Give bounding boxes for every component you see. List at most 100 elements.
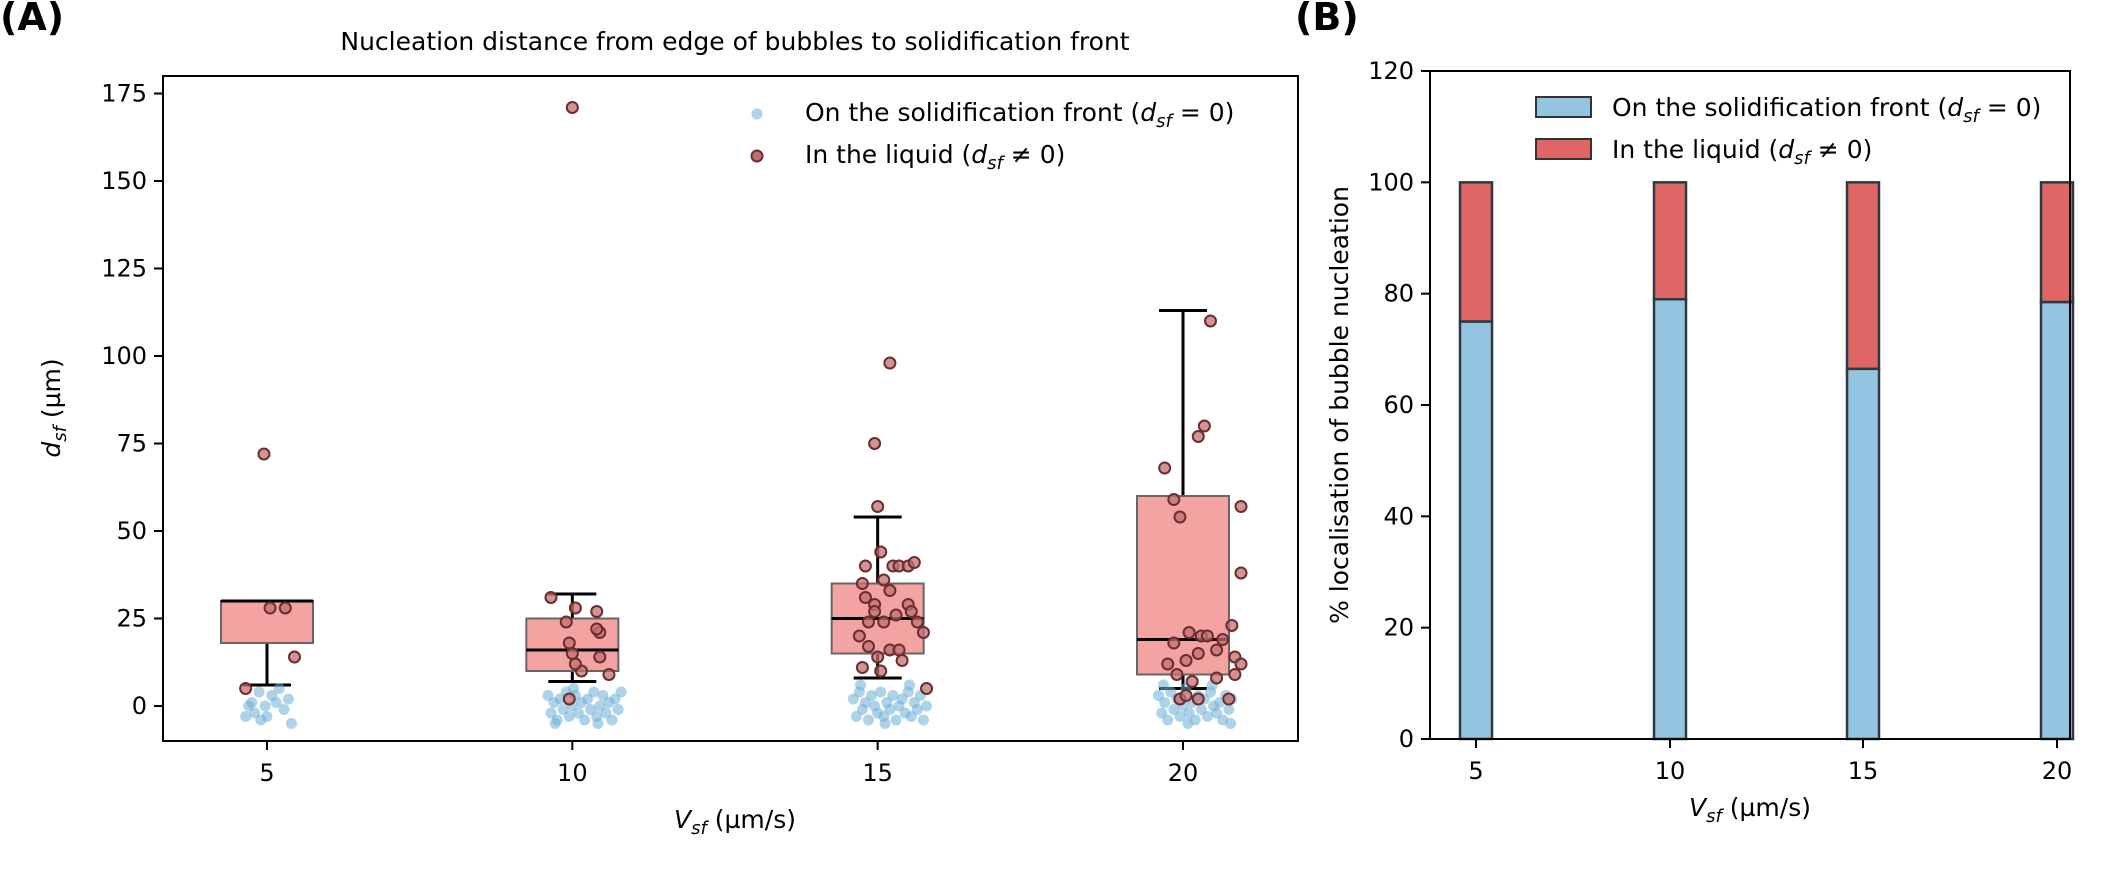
panel-a-point-front [890,714,902,726]
panel-a-point-liquid [562,692,576,706]
panel-b-y-tick-label: 20 [1383,614,1414,642]
panel-a-point-front [270,697,282,708]
panel-a-point-liquid [1203,314,1217,328]
panel-b-bar-front [1845,367,1881,741]
panel-b-bar-liquid [1458,181,1494,323]
panel-b-y-tick-label: 80 [1383,280,1414,308]
panel-a-point-liquid [852,629,866,643]
panel-a-point-liquid [263,601,277,615]
panel-a-point-front [240,711,252,722]
panel-a-point-front [879,718,891,729]
panel-a-point-liquid [868,605,882,618]
panel-a-point-front [261,711,273,722]
panel-a-y-tick-label: 125 [101,255,147,283]
panel-a-point-front [253,686,265,698]
panel-a-point-liquid [287,650,301,664]
panel-a-y-axis-label: dsf (µm) [37,358,71,457]
panel-b-legend-swatch-front [1535,96,1592,118]
panel-a-point-liquid [868,437,882,450]
panel-b-bar-liquid [1845,181,1881,371]
panel-a-point-front [863,714,875,726]
panel-a-point-liquid [910,615,924,629]
panel-a-point-liquid [544,591,558,604]
panel-a-label: (A) [0,0,64,39]
panel-b-bar-front [1458,320,1494,741]
panel-b-y-axis-label: % localisation of bubble nucleation [1325,186,1354,624]
panel-a-point-liquid [907,556,921,569]
panel-b-y-tick-label: 0 [1399,725,1414,753]
panel-a-point-liquid [1234,657,1248,671]
panel-a-point-front [884,704,896,715]
panel-a-chart: (A) Nucleation distance from edge of bub… [0,0,1299,839]
panel-a-point-front [1201,711,1213,722]
panel-a-y-tick-label: 50 [116,517,147,545]
panel-a-point-liquid [1179,689,1193,702]
panel-a-point-liquid [862,615,876,629]
panel-b-chart: (B) 0 20 40 60 80 100 120 5 10 15 20 Vsf (µm/s) %… [1295,0,2075,827]
panel-a-point-front [1159,697,1171,708]
panel-a-point-liquid [590,622,604,636]
panel-a-y-tick-label: 75 [116,430,147,458]
panel-a-point-liquid [1234,566,1248,580]
panel-a-point-front [282,693,294,705]
panel-a-point-front [866,690,878,701]
panel-b-bar-front [2039,300,2075,741]
panel-a-point-front [285,718,297,729]
panel-b-legend-entry-liquid: In the liquid (dsf ≠ 0) [1612,135,1872,169]
panel-a-point-liquid [1228,668,1242,681]
panel-a-point-front [579,714,591,726]
panel-a-point-liquid [1167,493,1181,506]
panel-a-point-liquid [904,605,918,618]
panel-a-point-liquid [1197,419,1211,433]
panel-a-legend: On the solidification front (dsf = 0) In… [750,98,1234,174]
panel-a-point-liquid [1158,461,1172,475]
panel-a-point-front [911,704,923,715]
panel-b-y-tick-label: 60 [1383,391,1414,419]
panel-b-x-tick-label: 15 [1848,757,1879,785]
panel-a-point-liquid [874,664,888,678]
panel-b-bar-liquid [1652,181,1688,301]
panel-a-point-front [612,704,624,715]
panel-a-point-front [887,690,899,701]
panel-a-point-liquid [862,640,876,653]
panel-a-point-front [273,683,285,694]
panel-a-point-liquid [874,545,888,559]
panel-a-point-liquid [892,643,906,657]
panel-b-x-tick-label: 20 [2042,757,2073,785]
panel-a-point-front [615,686,627,698]
panel-a-point-front [903,679,915,691]
panel-a-point-liquid [1222,692,1236,706]
panel-a-point-liquid [568,657,582,671]
panel-b-x-tick-label: 5 [1468,757,1483,785]
panel-a-point-front [875,686,887,698]
panel-a-point-liquid [1225,619,1239,632]
panel-b-y-tick-label: 100 [1368,168,1414,196]
panel-a-point-liquid [1216,633,1230,646]
panel-a-title: Nucleation distance from edge of bubbles… [340,27,1129,56]
panel-a-point-liquid [568,601,582,615]
panel-a-point-liquid [1191,647,1205,660]
panel-a-legend-swatch-liquid [750,149,764,163]
panel-a-point-liquid [1170,668,1184,681]
panel-a-point-liquid [278,601,292,615]
panel-a-point-liquid [1179,654,1193,667]
panel-a-point-liquid [1185,675,1199,688]
panel-a-x-tick-label: 10 [557,759,588,787]
panel-a-point-liquid [1234,500,1248,513]
panel-a-y-tick-label: 150 [101,167,147,195]
panel-a-point-liquid [1191,430,1205,443]
panel-a-point-liquid [1200,629,1214,643]
panel-a-point-front [1162,714,1174,726]
panel-a-y-tick-label: 0 [132,692,147,720]
panel-a-point-liquid [559,615,573,629]
panel-a-point-front [921,700,933,712]
panel-a-point-liquid [239,682,253,695]
panel-a-x-axis-label: Vsf (µm/s) [674,805,796,839]
panel-b-legend-entry-front: On the solidification front (dsf = 0) [1612,93,2041,127]
panel-a-point-liquid [1182,626,1196,639]
panel-b-plot-frame [1429,70,2071,740]
panel-a-y-tick-label: 25 [116,605,147,633]
panel-a-point-liquid [565,101,579,114]
panel-a-point-front [278,704,290,715]
panel-a-point-liquid [590,605,604,618]
